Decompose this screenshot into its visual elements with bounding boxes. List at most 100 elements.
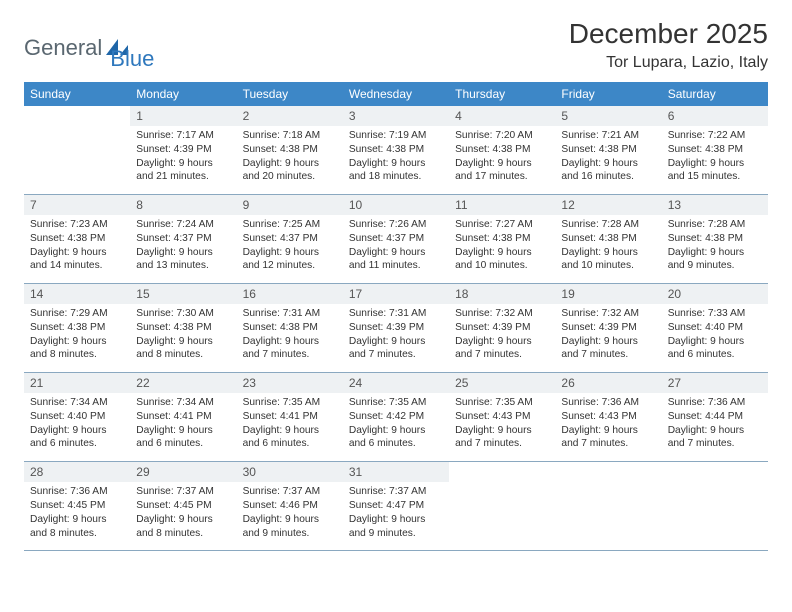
sunrise-text: Sunrise: 7:32 AM	[561, 307, 655, 321]
day-content: Sunrise: 7:28 AMSunset: 4:38 PMDaylight:…	[555, 215, 661, 283]
day-cell: 29Sunrise: 7:37 AMSunset: 4:45 PMDayligh…	[130, 462, 236, 551]
day-number: 1	[130, 106, 236, 126]
day-number	[555, 462, 661, 482]
day-number: 8	[130, 195, 236, 215]
day-content: Sunrise: 7:21 AMSunset: 4:38 PMDaylight:…	[555, 126, 661, 194]
day-cell: 21Sunrise: 7:34 AMSunset: 4:40 PMDayligh…	[24, 373, 130, 462]
sunset-text: Sunset: 4:38 PM	[668, 143, 762, 157]
day-number: 16	[237, 284, 343, 304]
sunset-text: Sunset: 4:38 PM	[30, 232, 124, 246]
day-content: Sunrise: 7:35 AMSunset: 4:41 PMDaylight:…	[237, 393, 343, 461]
daylight-text: Daylight: 9 hours and 9 minutes.	[243, 513, 337, 541]
sunset-text: Sunset: 4:39 PM	[136, 143, 230, 157]
day-content: Sunrise: 7:36 AMSunset: 4:45 PMDaylight:…	[24, 482, 130, 550]
day-number: 30	[237, 462, 343, 482]
day-content: Sunrise: 7:33 AMSunset: 4:40 PMDaylight:…	[662, 304, 768, 372]
day-content: Sunrise: 7:35 AMSunset: 4:43 PMDaylight:…	[449, 393, 555, 461]
day-cell: 9Sunrise: 7:25 AMSunset: 4:37 PMDaylight…	[237, 195, 343, 284]
sunrise-text: Sunrise: 7:36 AM	[561, 396, 655, 410]
day-number: 29	[130, 462, 236, 482]
day-cell: 22Sunrise: 7:34 AMSunset: 4:41 PMDayligh…	[130, 373, 236, 462]
calendar-table: Sunday Monday Tuesday Wednesday Thursday…	[24, 82, 768, 551]
day-number	[24, 106, 130, 126]
daylight-text: Daylight: 9 hours and 21 minutes.	[136, 157, 230, 185]
location-text: Tor Lupara, Lazio, Italy	[569, 54, 768, 72]
sunset-text: Sunset: 4:38 PM	[349, 143, 443, 157]
day-cell: 6 Sunrise: 7:22 AMSunset: 4:38 PMDaylight…	[662, 106, 768, 195]
day-number: 6	[662, 106, 768, 126]
sunset-text: Sunset: 4:38 PM	[561, 143, 655, 157]
sunrise-text: Sunrise: 7:35 AM	[243, 396, 337, 410]
sunset-text: Sunset: 4:37 PM	[136, 232, 230, 246]
day-cell	[555, 462, 661, 551]
day-content: Sunrise: 7:31 AMSunset: 4:39 PMDaylight:…	[343, 304, 449, 372]
sunset-text: Sunset: 4:37 PM	[349, 232, 443, 246]
sunrise-text: Sunrise: 7:23 AM	[30, 218, 124, 232]
day-content: Sunrise: 7:32 AMSunset: 4:39 PMDaylight:…	[555, 304, 661, 372]
day-content: Sunrise: 7:26 AMSunset: 4:37 PMDaylight:…	[343, 215, 449, 283]
day-content: Sunrise: 7:23 AMSunset: 4:38 PMDaylight:…	[24, 215, 130, 283]
day-number: 14	[24, 284, 130, 304]
day-content: Sunrise: 7:19 AMSunset: 4:38 PMDaylight:…	[343, 126, 449, 194]
daylight-text: Daylight: 9 hours and 11 minutes.	[349, 246, 443, 274]
day-content: Sunrise: 7:37 AMSunset: 4:46 PMDaylight:…	[237, 482, 343, 550]
day-number: 2	[237, 106, 343, 126]
sunset-text: Sunset: 4:46 PM	[243, 499, 337, 513]
day-content	[449, 482, 555, 544]
daylight-text: Daylight: 9 hours and 18 minutes.	[349, 157, 443, 185]
sunset-text: Sunset: 4:44 PM	[668, 410, 762, 424]
daylight-text: Daylight: 9 hours and 6 minutes.	[349, 424, 443, 452]
daylight-text: Daylight: 9 hours and 8 minutes.	[30, 335, 124, 363]
day-number: 12	[555, 195, 661, 215]
sunset-text: Sunset: 4:40 PM	[30, 410, 124, 424]
day-cell: 17Sunrise: 7:31 AMSunset: 4:39 PMDayligh…	[343, 284, 449, 373]
day-cell: 18Sunrise: 7:32 AMSunset: 4:39 PMDayligh…	[449, 284, 555, 373]
day-content	[555, 482, 661, 544]
day-cell: 16Sunrise: 7:31 AMSunset: 4:38 PMDayligh…	[237, 284, 343, 373]
day-number: 19	[555, 284, 661, 304]
day-content: Sunrise: 7:24 AMSunset: 4:37 PMDaylight:…	[130, 215, 236, 283]
sunrise-text: Sunrise: 7:37 AM	[136, 485, 230, 499]
sunrise-text: Sunrise: 7:22 AM	[668, 129, 762, 143]
daylight-text: Daylight: 9 hours and 8 minutes.	[30, 513, 124, 541]
day-cell: 7Sunrise: 7:23 AMSunset: 4:38 PMDaylight…	[24, 195, 130, 284]
day-content: Sunrise: 7:25 AMSunset: 4:37 PMDaylight:…	[237, 215, 343, 283]
daylight-text: Daylight: 9 hours and 7 minutes.	[561, 424, 655, 452]
sunset-text: Sunset: 4:38 PM	[136, 321, 230, 335]
title-block: December 2025 Tor Lupara, Lazio, Italy	[569, 18, 768, 72]
day-number: 20	[662, 284, 768, 304]
logo-word-2: Blue	[110, 46, 154, 72]
daylight-text: Daylight: 9 hours and 10 minutes.	[455, 246, 549, 274]
day-number: 13	[662, 195, 768, 215]
day-cell	[449, 462, 555, 551]
daylight-text: Daylight: 9 hours and 14 minutes.	[30, 246, 124, 274]
sunset-text: Sunset: 4:39 PM	[349, 321, 443, 335]
sunrise-text: Sunrise: 7:24 AM	[136, 218, 230, 232]
daylight-text: Daylight: 9 hours and 7 minutes.	[561, 335, 655, 363]
day-content: Sunrise: 7:29 AMSunset: 4:38 PMDaylight:…	[24, 304, 130, 372]
sunrise-text: Sunrise: 7:30 AM	[136, 307, 230, 321]
daylight-text: Daylight: 9 hours and 15 minutes.	[668, 157, 762, 185]
day-cell: 28Sunrise: 7:36 AMSunset: 4:45 PMDayligh…	[24, 462, 130, 551]
day-cell: 25Sunrise: 7:35 AMSunset: 4:43 PMDayligh…	[449, 373, 555, 462]
dow-friday: Friday	[555, 82, 661, 106]
dow-wednesday: Wednesday	[343, 82, 449, 106]
daylight-text: Daylight: 9 hours and 7 minutes.	[243, 335, 337, 363]
sunrise-text: Sunrise: 7:27 AM	[455, 218, 549, 232]
day-cell: 12Sunrise: 7:28 AMSunset: 4:38 PMDayligh…	[555, 195, 661, 284]
day-number: 28	[24, 462, 130, 482]
sunrise-text: Sunrise: 7:31 AM	[243, 307, 337, 321]
daylight-text: Daylight: 9 hours and 6 minutes.	[136, 424, 230, 452]
sunrise-text: Sunrise: 7:28 AM	[561, 218, 655, 232]
daylight-text: Daylight: 9 hours and 9 minutes.	[349, 513, 443, 541]
day-content: Sunrise: 7:34 AMSunset: 4:40 PMDaylight:…	[24, 393, 130, 461]
day-cell: 1Sunrise: 7:17 AMSunset: 4:39 PMDaylight…	[130, 106, 236, 195]
sunrise-text: Sunrise: 7:34 AM	[30, 396, 124, 410]
day-cell	[24, 106, 130, 195]
day-cell: 27Sunrise: 7:36 AMSunset: 4:44 PMDayligh…	[662, 373, 768, 462]
day-content: Sunrise: 7:36 AMSunset: 4:43 PMDaylight:…	[555, 393, 661, 461]
day-content	[662, 482, 768, 544]
day-cell: 31Sunrise: 7:37 AMSunset: 4:47 PMDayligh…	[343, 462, 449, 551]
sunset-text: Sunset: 4:39 PM	[561, 321, 655, 335]
dow-thursday: Thursday	[449, 82, 555, 106]
